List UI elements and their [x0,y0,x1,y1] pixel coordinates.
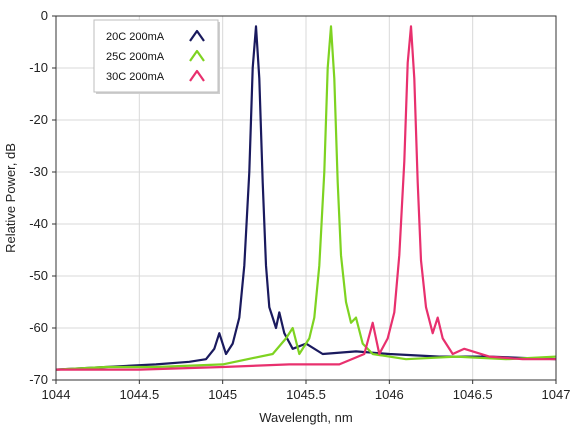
x-tick-label: 1046.5 [453,387,493,402]
x-axis-title: Wavelength, nm [259,410,352,425]
legend-swatch [189,49,205,62]
y-tick-label: -40 [29,216,48,231]
y-tick-label: -50 [29,268,48,283]
x-tick-label: 1045 [208,387,237,402]
series-group [55,25,557,371]
y-tick-label: 0 [41,8,48,23]
x-axis: 1044 1044.5 1045 1045.5 1046 1046.5 1047 [42,380,571,402]
x-tick-label: 1047 [542,387,571,402]
x-tick-label: 1044 [42,387,71,402]
legend-label: 30C 200mA [106,71,165,83]
y-tick-label: -60 [29,320,48,335]
x-tick-label: 1045.5 [286,387,326,402]
legend-label: 20C 200mA [106,31,165,43]
series-line-3 [56,25,556,371]
legend-swatch [189,69,205,82]
series-line-1 [55,25,557,371]
y-tick-label: -70 [29,372,48,387]
legend-label: 25C 200mA [106,51,165,63]
x-tick-label: 1046 [375,387,404,402]
y-axis: 0 -10 -20 -30 -40 -50 -60 -70 [29,8,56,387]
series-line-2 [55,25,557,371]
y-axis-title: Relative Power, dB [3,143,18,253]
y-tick-label: -10 [29,60,48,75]
y-tick-label: -30 [29,164,48,179]
legend-swatch [189,29,205,42]
legend: 20C 200mA 25C 200mA 30C 200mA [93,19,220,94]
x-tick-label: 1044.5 [119,387,159,402]
y-tick-label: -20 [29,112,48,127]
